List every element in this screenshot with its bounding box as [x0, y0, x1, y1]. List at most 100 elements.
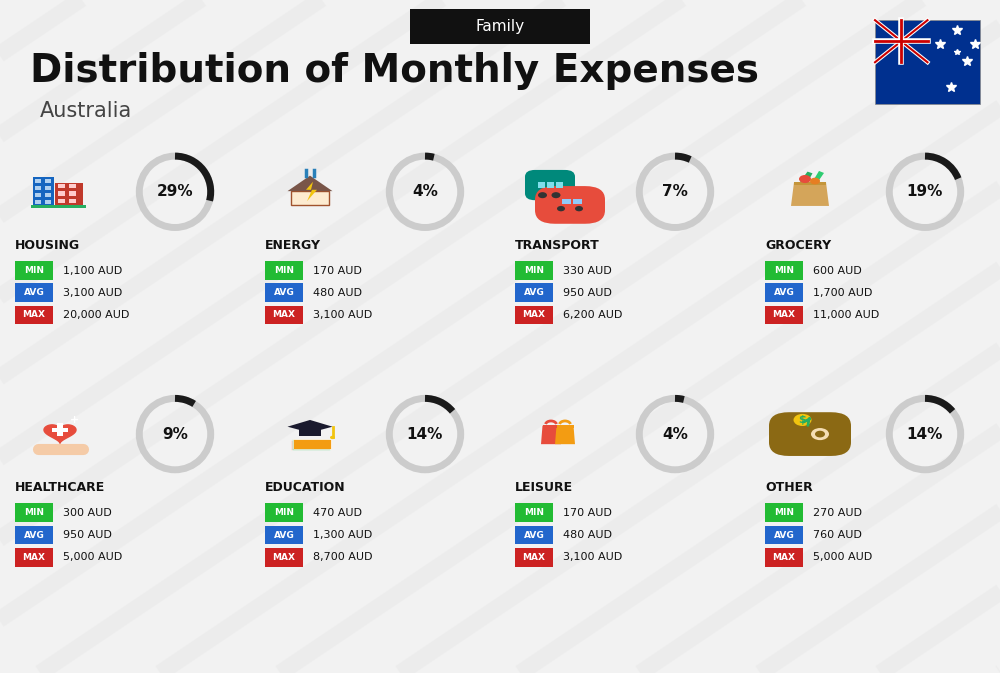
Circle shape — [551, 192, 560, 199]
Polygon shape — [812, 171, 824, 182]
Text: Family: Family — [475, 19, 525, 34]
FancyBboxPatch shape — [265, 261, 303, 280]
Text: 330 AUD: 330 AUD — [563, 266, 612, 275]
Polygon shape — [541, 426, 561, 444]
Text: MIN: MIN — [274, 266, 294, 275]
FancyBboxPatch shape — [515, 526, 553, 544]
Bar — [556, 182, 563, 188]
FancyBboxPatch shape — [410, 9, 590, 44]
FancyBboxPatch shape — [515, 261, 553, 280]
FancyBboxPatch shape — [525, 170, 575, 201]
Bar — [573, 199, 582, 204]
Text: AVG: AVG — [24, 288, 44, 297]
Text: MIN: MIN — [524, 266, 544, 275]
Text: MAX: MAX — [772, 553, 796, 562]
Text: LEISURE: LEISURE — [515, 481, 573, 495]
FancyBboxPatch shape — [515, 306, 553, 324]
Text: Distribution of Monthly Expenses: Distribution of Monthly Expenses — [30, 52, 759, 90]
Bar — [31, 205, 86, 208]
Text: 480 AUD: 480 AUD — [563, 530, 612, 540]
Text: 480 AUD: 480 AUD — [313, 288, 362, 297]
Bar — [35, 193, 41, 197]
Text: MAX: MAX — [273, 553, 296, 562]
Circle shape — [815, 431, 825, 437]
Text: HEALTHCARE: HEALTHCARE — [15, 481, 105, 495]
FancyBboxPatch shape — [15, 526, 53, 544]
Circle shape — [810, 178, 820, 184]
Text: TRANSPORT: TRANSPORT — [515, 239, 600, 252]
Text: 1,100 AUD: 1,100 AUD — [63, 266, 122, 275]
Bar — [299, 427, 321, 436]
Text: 170 AUD: 170 AUD — [563, 508, 612, 518]
Text: AVG: AVG — [274, 288, 294, 297]
FancyBboxPatch shape — [515, 503, 553, 522]
Text: EDUCATION: EDUCATION — [265, 481, 346, 495]
FancyBboxPatch shape — [515, 283, 553, 302]
Bar — [45, 180, 51, 184]
Text: AVG: AVG — [274, 530, 294, 540]
FancyBboxPatch shape — [765, 548, 803, 567]
Text: 14%: 14% — [907, 427, 943, 441]
Bar — [35, 180, 41, 184]
Text: 300 AUD: 300 AUD — [63, 508, 112, 518]
Text: AVG: AVG — [524, 288, 544, 297]
FancyBboxPatch shape — [769, 412, 851, 456]
Text: 3,100 AUD: 3,100 AUD — [313, 310, 372, 320]
Text: MAX: MAX — [22, 553, 46, 562]
Circle shape — [799, 175, 811, 183]
Polygon shape — [555, 426, 575, 444]
Circle shape — [575, 206, 583, 211]
Polygon shape — [791, 182, 829, 206]
Bar — [58, 191, 64, 196]
Text: 11,000 AUD: 11,000 AUD — [813, 310, 879, 320]
FancyBboxPatch shape — [15, 548, 53, 567]
Bar — [68, 199, 76, 203]
Circle shape — [794, 414, 812, 426]
Bar — [57, 423, 63, 436]
Bar — [794, 182, 826, 185]
Circle shape — [557, 206, 565, 211]
Text: 1,700 AUD: 1,700 AUD — [813, 288, 872, 297]
Text: OTHER: OTHER — [765, 481, 813, 495]
Text: MIN: MIN — [524, 508, 544, 518]
Text: 760 AUD: 760 AUD — [813, 530, 862, 540]
Bar — [68, 191, 76, 196]
Text: 950 AUD: 950 AUD — [563, 288, 612, 297]
Bar — [292, 439, 330, 450]
Bar — [35, 200, 41, 204]
Text: AVG: AVG — [24, 530, 44, 540]
Text: MIN: MIN — [774, 266, 794, 275]
Text: MIN: MIN — [24, 508, 44, 518]
Circle shape — [811, 428, 829, 440]
Bar — [875, 20, 980, 104]
Text: MIN: MIN — [24, 266, 44, 275]
Text: 8,700 AUD: 8,700 AUD — [313, 553, 372, 562]
FancyBboxPatch shape — [765, 306, 803, 324]
Text: 470 AUD: 470 AUD — [313, 508, 362, 518]
Text: Australia: Australia — [40, 101, 132, 121]
FancyBboxPatch shape — [265, 548, 303, 567]
Text: 950 AUD: 950 AUD — [63, 530, 112, 540]
Polygon shape — [291, 191, 329, 205]
Text: 3,100 AUD: 3,100 AUD — [563, 553, 622, 562]
Text: MAX: MAX — [772, 310, 796, 320]
Text: 29%: 29% — [157, 184, 193, 199]
Bar — [291, 440, 329, 450]
Polygon shape — [288, 420, 332, 433]
Text: 5,000 AUD: 5,000 AUD — [813, 553, 872, 562]
Bar — [562, 199, 571, 204]
FancyBboxPatch shape — [15, 306, 53, 324]
Text: +: + — [69, 415, 79, 425]
FancyBboxPatch shape — [765, 261, 803, 280]
Polygon shape — [44, 425, 76, 443]
Text: ENERGY: ENERGY — [265, 239, 321, 252]
Bar — [58, 184, 64, 188]
Text: 170 AUD: 170 AUD — [313, 266, 362, 275]
Bar — [45, 186, 51, 190]
FancyBboxPatch shape — [535, 186, 605, 224]
Text: 7%: 7% — [662, 184, 688, 199]
Text: MAX: MAX — [522, 310, 546, 320]
Text: MAX: MAX — [522, 553, 546, 562]
Bar — [45, 200, 51, 204]
Text: AVG: AVG — [774, 530, 794, 540]
